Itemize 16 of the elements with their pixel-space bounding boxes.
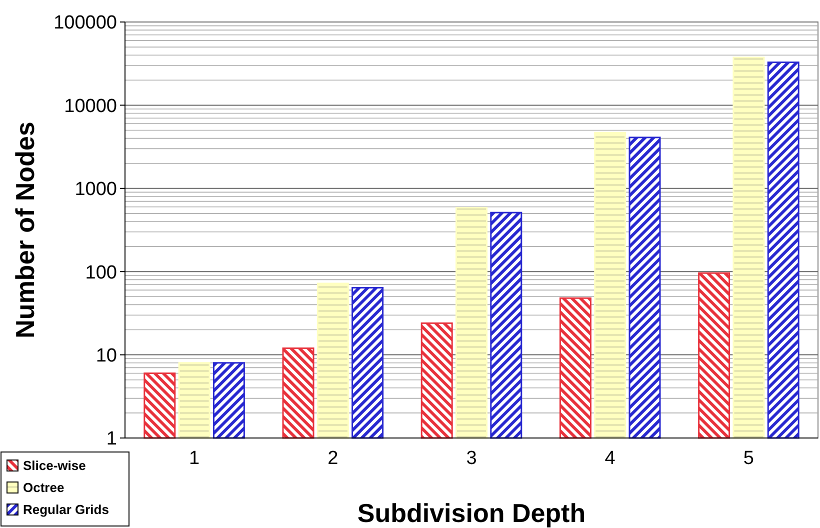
y-tick-label: 10: [96, 345, 117, 366]
legend-label: Octree: [23, 480, 64, 495]
legend-label: Slice-wise: [23, 458, 86, 473]
x-tick-label: 2: [328, 448, 338, 469]
y-tick-label: 10000: [64, 96, 117, 117]
x-tick-label: 1: [189, 448, 200, 469]
x-tick-label: 3: [466, 448, 477, 469]
x-axis-title: Subdivision Depth: [357, 498, 586, 528]
x-tick-label: 4: [604, 448, 616, 469]
y-axis-title: Number of Nodes: [10, 122, 40, 338]
y-tick-label: 100000: [54, 12, 117, 34]
legend-label: Regular Grids: [23, 502, 109, 517]
y-tick-label: 1: [106, 428, 117, 450]
x-tick-label: 5: [743, 448, 754, 469]
y-tick-label: 1000: [74, 179, 117, 200]
y-tick-label: 100: [85, 262, 117, 284]
